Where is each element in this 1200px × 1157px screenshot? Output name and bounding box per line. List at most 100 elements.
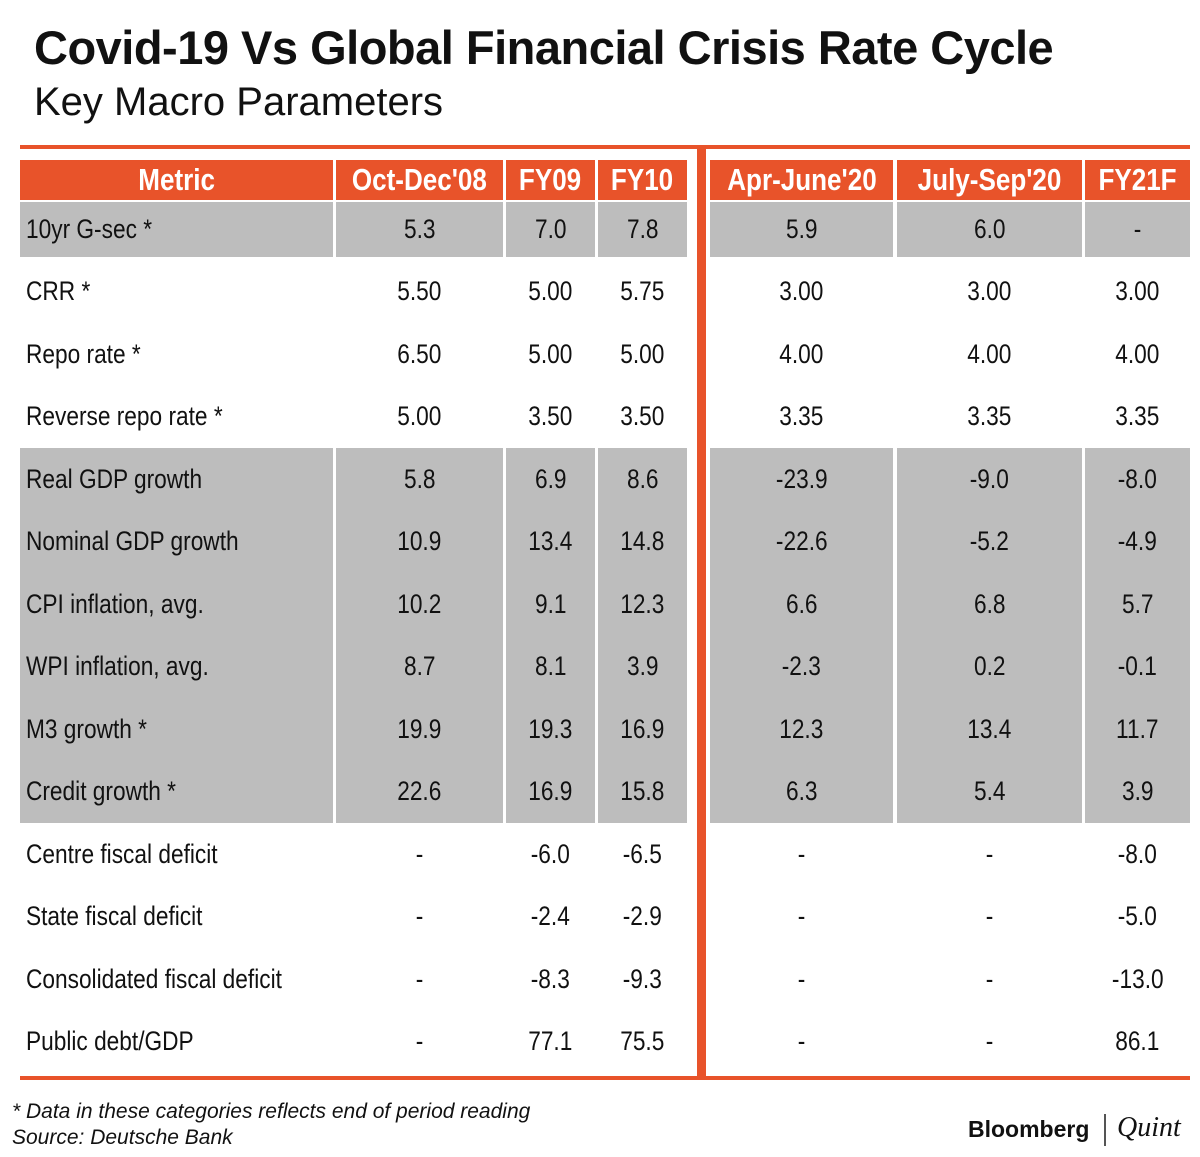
cell-text: 5.00 [528,276,573,307]
value-cell: -4.9 [1085,510,1190,573]
value-cell: 8.7 [336,635,503,698]
cell-text: CRR * [26,276,91,307]
cell-text: 3.50 [528,401,573,432]
cell-text: -22.6 [775,526,828,557]
cell-text: 4.00 [779,338,824,369]
cell-text: - [797,838,806,869]
value-cell: 3.35 [1085,386,1190,449]
row-label: Nominal GDP growth [20,510,333,573]
value-cell: 5.7 [1085,573,1190,636]
column-header: FY21F [1085,160,1190,200]
cell-text: 75.5 [620,1026,665,1057]
value-cell: -2.3 [710,635,893,698]
row-label: Centre fiscal deficit [20,823,333,886]
cell-text: 13.4 [967,713,1012,744]
cell-text: -0.1 [1117,651,1158,682]
row-label: WPI inflation, avg. [20,635,333,698]
cell-text: CPI inflation, avg. [26,588,204,619]
value-cell: - [897,823,1082,886]
cell-text: 11.7 [1116,713,1159,744]
value-cell: 4.00 [710,323,893,386]
cell-text: -2.9 [622,901,663,932]
bottom-rule [20,1076,1190,1080]
cell-text: 3.00 [779,276,824,307]
cell-text: 4.00 [1115,338,1160,369]
cell-text: 13.4 [528,526,573,557]
cell-text: Consolidated fiscal deficit [26,963,282,994]
subtitle: Key Macro Parameters [34,80,444,124]
cell-text: - [415,963,424,994]
brand: Bloomberg [968,1116,1090,1142]
cell-text: -2.4 [530,901,571,932]
value-cell: 77.1 [506,1011,595,1074]
cell-text: 7.0 [534,214,567,244]
value-cell: 3.00 [710,261,893,324]
value-cell: 5.50 [336,261,503,324]
value-cell: -8.3 [506,948,595,1011]
cell-text: 10.9 [397,526,442,557]
cell-text: -8.0 [1117,838,1158,869]
cell-text: 3.00 [1115,276,1160,307]
value-cell: -9.3 [598,948,687,1011]
cell-text: 12.3 [620,588,665,619]
cell-text: 6.0 [973,214,1006,244]
cell-text: 16.9 [620,713,665,744]
value-cell: -13.0 [1085,948,1190,1011]
value-cell: -23.9 [710,448,893,511]
value-cell: 6.50 [336,323,503,386]
row-label: Real GDP growth [20,448,333,511]
value-cell: 5.75 [598,261,687,324]
cell-text: Nominal GDP growth [26,526,239,557]
value-cell: 19.3 [506,698,595,761]
cell-text: 0.2 [973,651,1006,682]
value-cell: -9.0 [897,448,1082,511]
cell-text: -13.0 [1111,963,1164,994]
cell-text: 86.1 [1115,1026,1160,1057]
cell-text: 22.6 [397,776,442,807]
value-cell: 3.9 [598,635,687,698]
cell-text: 7.8 [626,214,659,244]
value-cell: -2.4 [506,886,595,949]
brand-separator [1104,1114,1106,1146]
cell-text: Apr-June'20 [726,162,877,197]
value-cell: - [336,1011,503,1074]
cell-text: 12.3 [779,713,824,744]
value-cell: 6.8 [897,573,1082,636]
cell-text: 19.9 [397,713,442,744]
cell-text: 16.9 [528,776,573,807]
cell-text: - [415,838,424,869]
cell-text: 8.1 [534,651,567,682]
cell-text: Public debt/GDP [26,1026,194,1057]
cell-text: WPI inflation, avg. [26,651,209,682]
value-cell: 13.4 [897,698,1082,761]
value-cell: 6.0 [897,202,1082,257]
cell-text: 6.9 [534,463,567,494]
cell-text: 5.4 [973,776,1006,807]
cell-text: FY09 [519,162,582,197]
cell-text: 6.6 [785,588,818,619]
cell-text: 3.35 [779,401,824,432]
value-cell: -0.1 [1085,635,1190,698]
value-cell: 3.35 [897,386,1082,449]
cell-text: 9.1 [534,588,567,619]
row-label: CRR * [20,261,333,324]
row-label: Repo rate * [20,323,333,386]
column-header: Oct-Dec'08 [336,160,503,200]
cell-text: 14.8 [620,526,665,557]
value-cell: 22.6 [336,760,503,823]
value-cell: -6.5 [598,823,687,886]
value-cell: 16.9 [598,698,687,761]
row-label: Consolidated fiscal deficit [20,948,333,1011]
cell-text: - [415,901,424,932]
cell-text: -9.3 [622,963,663,994]
row-label: Reverse repo rate * [20,386,333,449]
cell-text: -5.0 [1117,901,1158,932]
value-cell: 9.1 [506,573,595,636]
source: Source: Deutsche Bank [12,1126,233,1149]
value-cell: 4.00 [897,323,1082,386]
value-cell: 86.1 [1085,1011,1190,1074]
row-label: State fiscal deficit [20,886,333,949]
cell-text: - [1133,214,1142,244]
cell-text: - [985,838,994,869]
value-cell: 12.3 [598,573,687,636]
